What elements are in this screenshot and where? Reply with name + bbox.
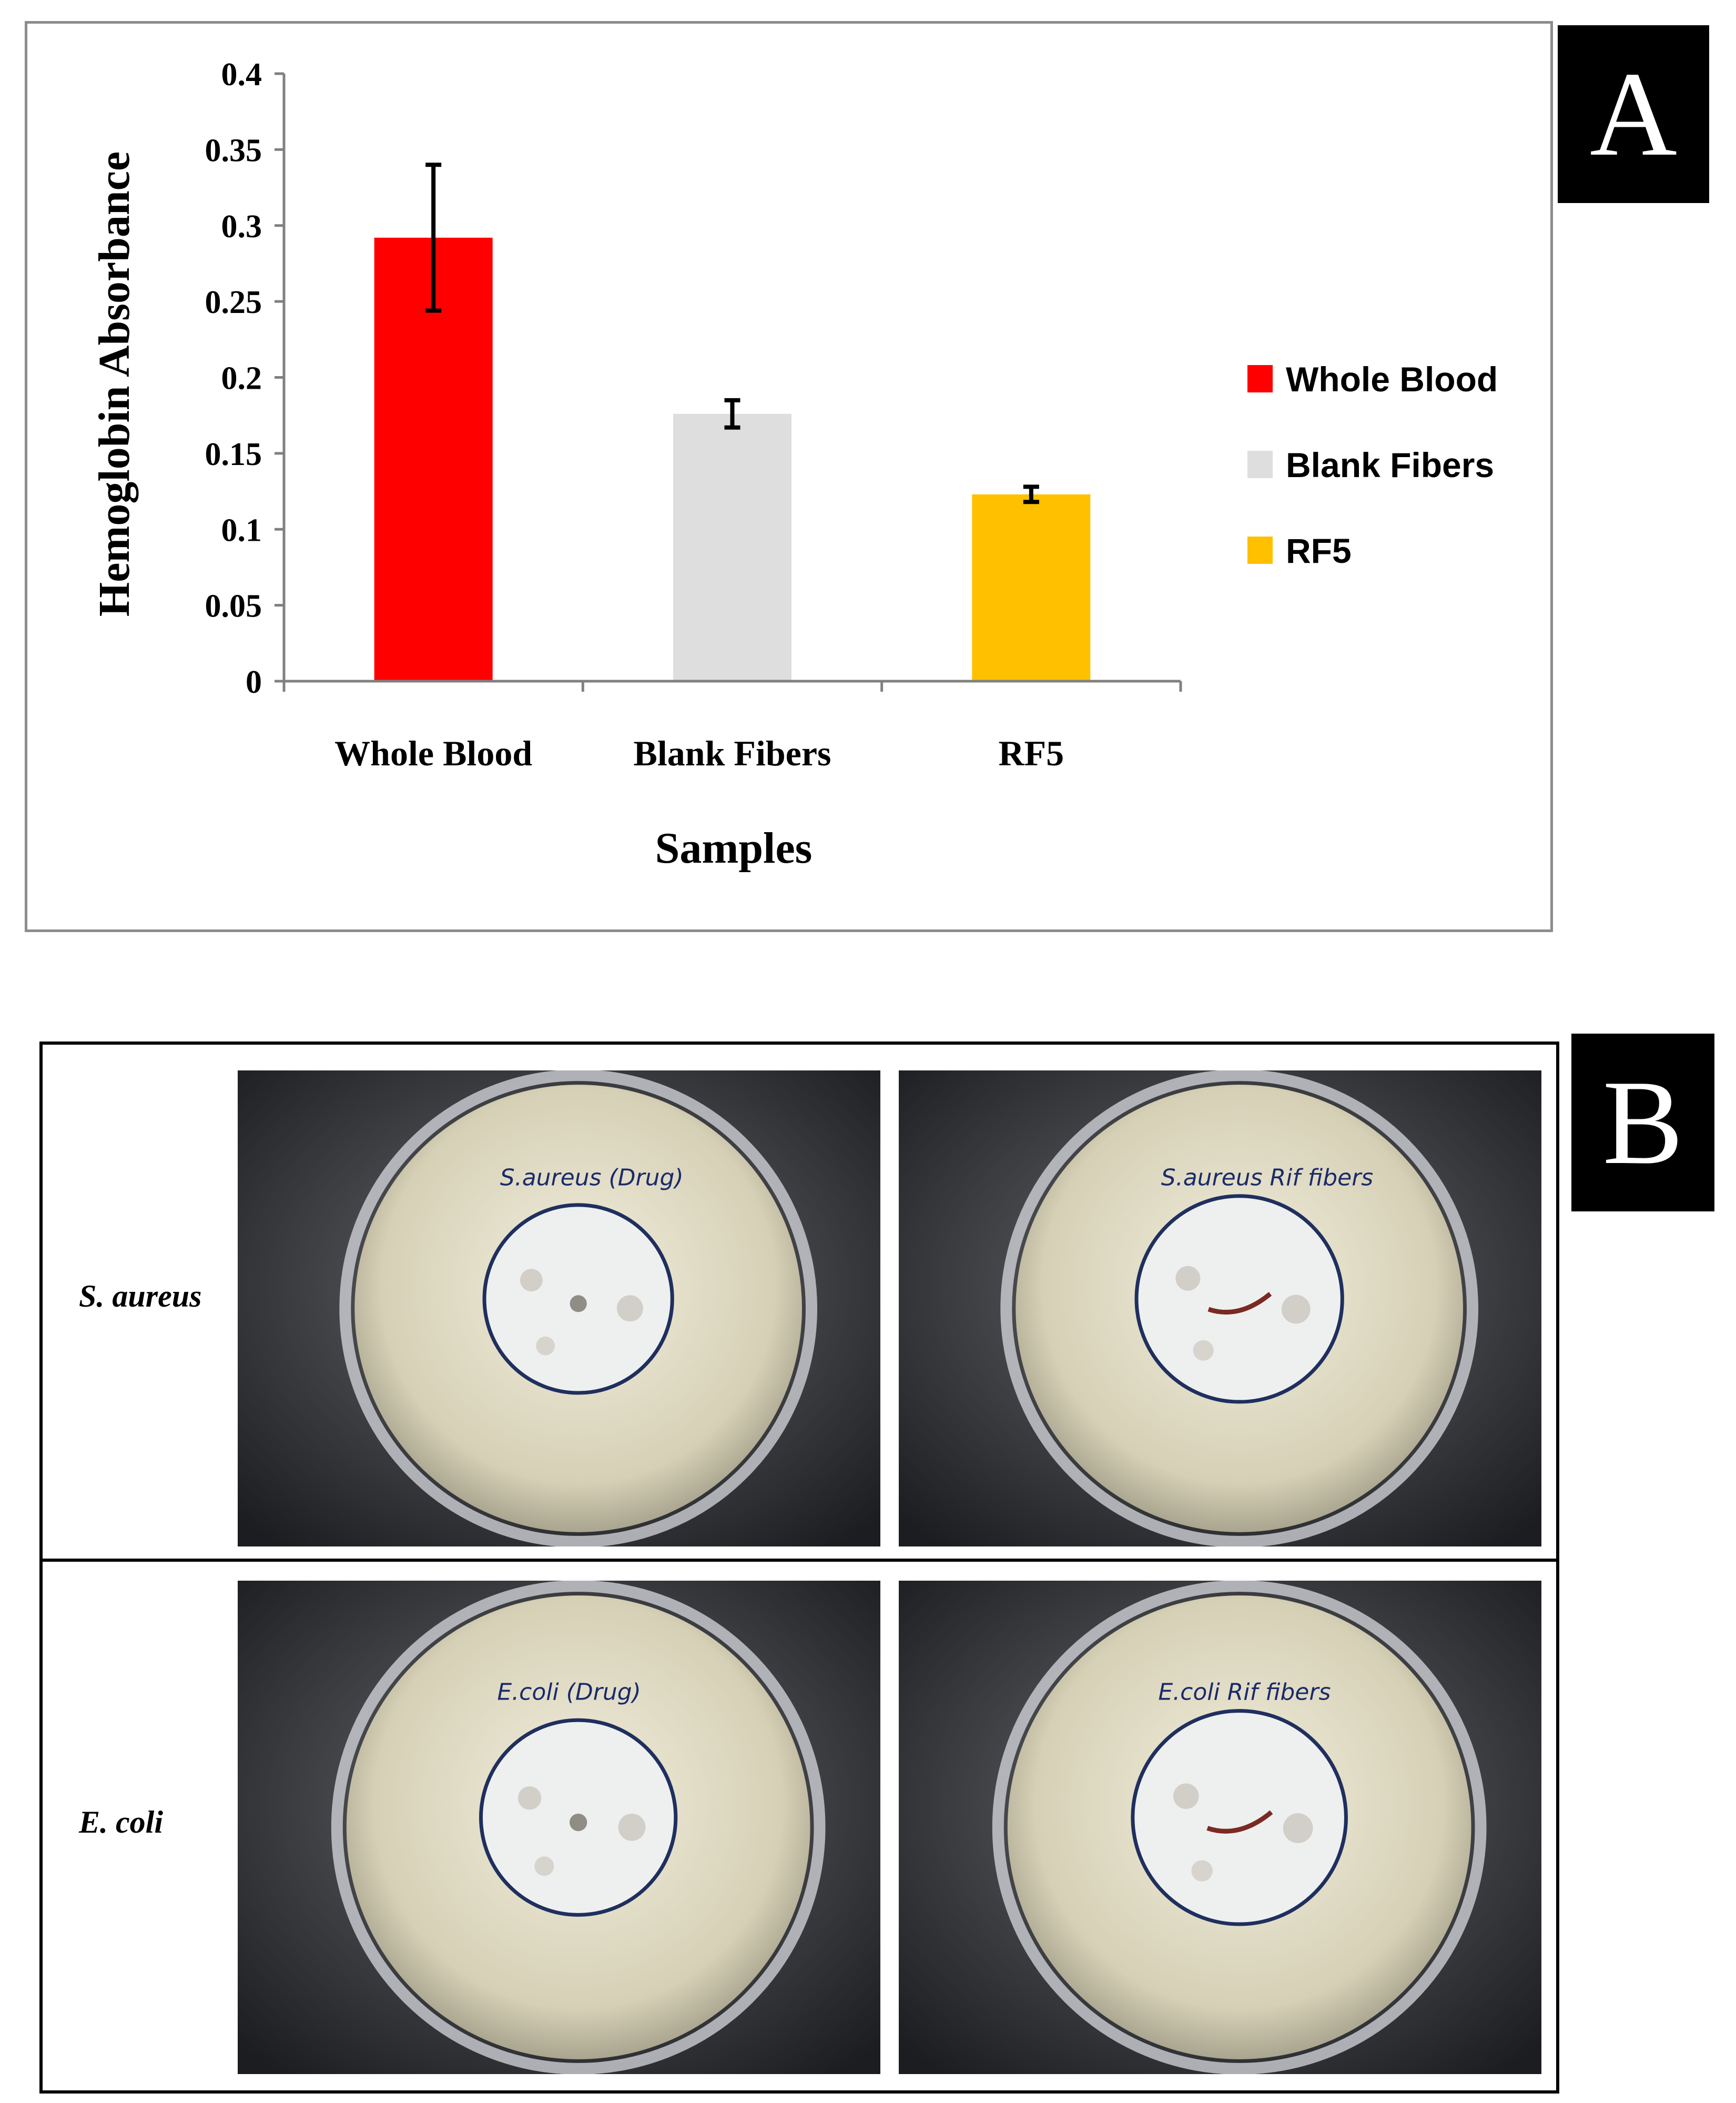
- photo-s-aureus-drug: S.aureus (Drug): [238, 1070, 880, 1546]
- x-category-label: RF5: [999, 733, 1064, 773]
- y-tick-label: 0.2: [221, 361, 262, 397]
- photo-e-coli-rif-fibers: E.coli Rif fibers: [899, 1581, 1541, 2074]
- legend-label: RF5: [1286, 531, 1352, 570]
- y-axis-title: Hemoglobin Absorbance: [90, 151, 139, 616]
- y-tick-label: 0.25: [205, 285, 262, 320]
- y-tick-label: 0.4: [221, 57, 262, 93]
- bar: [673, 413, 791, 681]
- y-tick-label: 0.3: [221, 209, 262, 245]
- photo-e-coli-drug: E.coli (Drug): [238, 1581, 880, 2074]
- x-category-label: Blank Fibers: [634, 733, 831, 773]
- y-tick-label: 0: [246, 664, 262, 700]
- legend-label: Whole Blood: [1286, 360, 1498, 399]
- svg-text:E.coli Rif fibers: E.coli Rif fibers: [1158, 1679, 1331, 1706]
- legend-swatch: [1247, 537, 1273, 564]
- panel-label-a: A: [1558, 25, 1709, 203]
- row-label-e-coli: E. coli: [79, 1805, 163, 1839]
- legend-swatch: [1247, 365, 1273, 392]
- y-tick-label: 0.1: [221, 512, 262, 548]
- svg-text:S.aureus (Drug): S.aureus (Drug): [500, 1165, 684, 1191]
- x-axis-title: Samples: [655, 824, 813, 873]
- legend-swatch: [1247, 451, 1273, 478]
- row-divider: [39, 1559, 1559, 1562]
- y-tick-label: 0.35: [205, 133, 262, 168]
- y-tick-label: 0.15: [205, 437, 262, 472]
- svg-text:E.coli (Drug): E.coli (Drug): [497, 1679, 641, 1706]
- svg-text:S.aureus Rif fibers: S.aureus Rif fibers: [1161, 1165, 1373, 1191]
- y-tick-label: 0.05: [205, 589, 262, 624]
- photo-s-aureus-rif-fibers: S.aureus Rif fibers: [899, 1070, 1541, 1546]
- x-category-label: Whole Blood: [334, 733, 532, 773]
- photo-panel-frame: [39, 1042, 1559, 2094]
- row-label-s-aureus: S. aureus: [79, 1279, 202, 1313]
- panel-label-b: B: [1571, 1034, 1714, 1211]
- bar-chart: 0 0.05 0.1 0.15 0.2 0.25 0.3 0.35 0.4 Whole Blood…: [90, 57, 1498, 873]
- legend-label: Blank Fibers: [1286, 446, 1494, 484]
- bar: [972, 494, 1091, 681]
